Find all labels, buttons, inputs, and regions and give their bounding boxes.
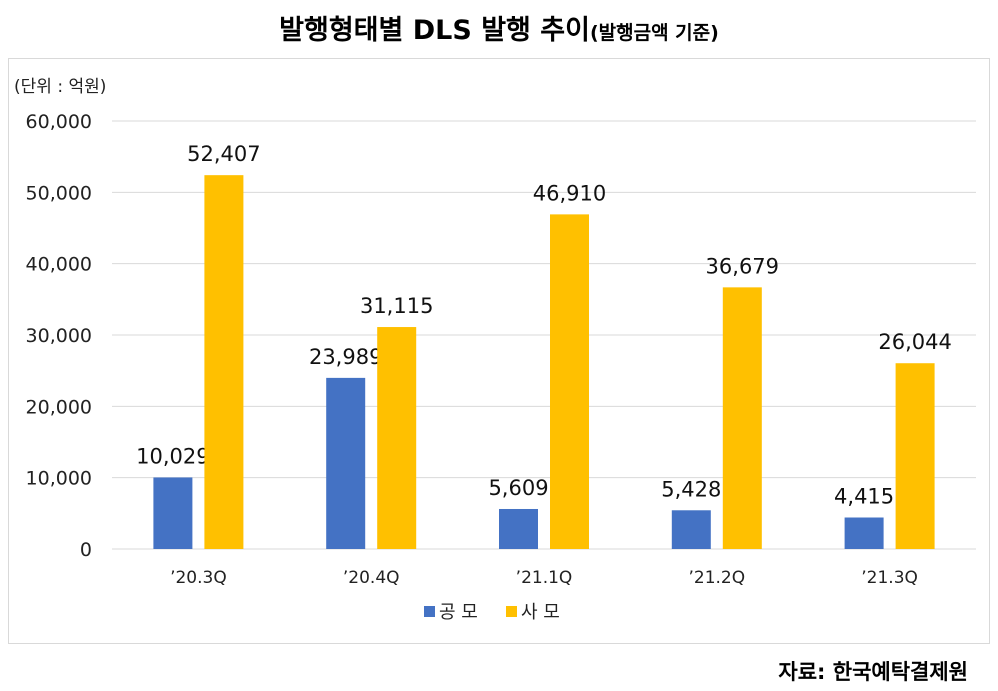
y-tick-label: 0: [80, 539, 92, 561]
x-tick-label: ’21.3Q: [861, 568, 918, 588]
y-tick-label: 30,000: [26, 325, 92, 347]
y-tick-label: 10,000: [26, 468, 92, 490]
chart-title-main: 발행형태별 DLS 발행 추이: [279, 15, 590, 46]
bar: [499, 508, 538, 549]
data-label: 23,989: [309, 345, 382, 369]
chart-frame: [8, 58, 990, 644]
legend-label: 사 모: [521, 602, 560, 623]
x-tick-label: ’21.2Q: [688, 568, 745, 588]
data-label: 31,115: [360, 294, 433, 318]
y-tick-label: 50,000: [26, 182, 92, 204]
unit-label: (단위 : 억원): [14, 77, 107, 97]
y-tick-label: 40,000: [26, 254, 92, 276]
y-tick-label: 60,000: [26, 111, 92, 133]
bar: [326, 377, 366, 549]
data-label: 4,415: [834, 485, 894, 509]
data-label: 26,044: [878, 330, 951, 354]
legend-label: 공 모: [439, 602, 478, 623]
bar: [377, 327, 417, 549]
bar: [722, 287, 762, 549]
y-tick-label: 20,000: [26, 396, 92, 418]
data-label: 5,609: [488, 476, 548, 500]
chart-title: 발행형태별 DLS 발행 추이(발행금액 기준): [0, 8, 998, 47]
bar: [844, 517, 884, 549]
x-tick-label: ’20.3Q: [170, 568, 227, 588]
legend-swatch: [424, 606, 435, 617]
bar: [895, 363, 935, 549]
bar: [671, 510, 711, 549]
legend-swatch: [506, 606, 517, 617]
bar: [204, 175, 244, 550]
data-label: 36,679: [706, 254, 779, 278]
bar: [550, 214, 589, 549]
bar: [153, 477, 193, 549]
chart-subtitle: (발행금액 기준): [589, 22, 719, 44]
source-label: 자료: 한국예탁결제원: [778, 660, 968, 684]
data-label: 46,910: [533, 181, 606, 205]
data-label: 5,428: [661, 477, 721, 501]
data-label: 10,029: [136, 444, 209, 468]
data-label: 52,407: [187, 142, 260, 166]
x-tick-label: ’21.1Q: [516, 568, 573, 588]
x-tick-label: ’20.4Q: [343, 568, 400, 588]
